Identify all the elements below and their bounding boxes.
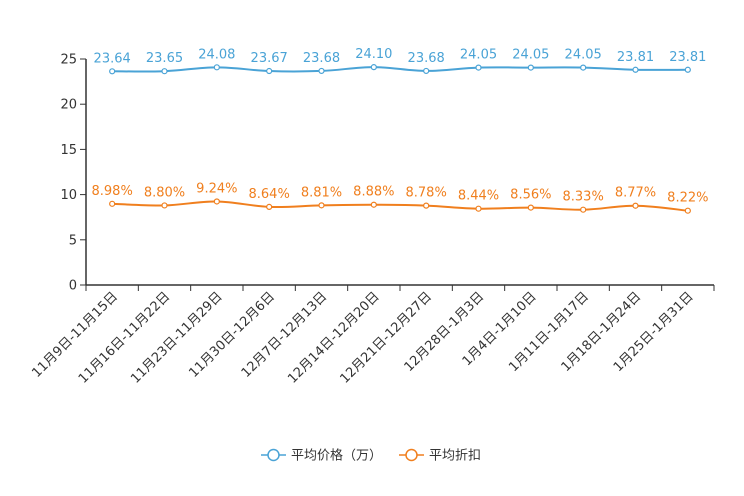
data-point[interactable] (684, 66, 691, 73)
data-label: 8.64% (249, 187, 290, 202)
y-tick-label: 25 (60, 53, 77, 68)
axes: 0 5 10 15 20 25 11月9日-11月15日11月16日-11月22日11月23… (29, 53, 715, 387)
data-label: 8.22% (667, 191, 708, 206)
data-point[interactable] (161, 68, 168, 75)
data-point[interactable] (109, 68, 116, 75)
data-point[interactable] (684, 207, 691, 214)
y-tick-label: 5 (69, 233, 77, 248)
data-point[interactable] (266, 67, 273, 75)
data-point[interactable] (527, 64, 534, 71)
data-point[interactable] (527, 204, 534, 211)
y-tick-label: 10 (60, 188, 77, 203)
data-point[interactable] (213, 198, 220, 205)
data-point[interactable] (632, 202, 639, 209)
data-label: 23.67 (251, 51, 288, 66)
data-point[interactable] (161, 202, 168, 209)
data-point[interactable] (370, 64, 377, 71)
data-label: 8.80% (144, 185, 185, 200)
series-avg-price: 23.64 23.65 24.08 23.67 23.68 24.10 23.68 24.05… (94, 47, 706, 75)
x-tick-label: 11月9日-11月15日 (29, 289, 121, 381)
data-label: 8.78% (406, 186, 447, 201)
data-label: 23.64 (94, 51, 131, 66)
data-point[interactable] (423, 67, 430, 75)
data-label: 8.81% (301, 185, 342, 200)
data-point[interactable] (423, 202, 430, 209)
data-label: 23.68 (303, 51, 340, 66)
data-point[interactable] (213, 64, 220, 71)
data-label: 23.68 (408, 51, 445, 66)
data-label: 8.98% (92, 184, 133, 199)
series-avg-discount: 8.98% 8.80% 9.24% 8.64% 8.81% 8.88% 8.78% 8.44%… (92, 181, 708, 214)
data-label: 24.08 (198, 47, 235, 62)
data-label: 8.44% (458, 189, 499, 204)
y-tick-label: 15 (60, 143, 77, 158)
data-label: 24.05 (565, 48, 602, 63)
y-tick-label: 20 (60, 98, 77, 113)
series-line (112, 66, 688, 73)
x-tick-label: 11月16日-11月22日 (76, 289, 173, 386)
data-label: 23.65 (146, 51, 183, 66)
data-point[interactable] (632, 66, 639, 73)
data-label: 24.05 (512, 48, 549, 63)
data-label: 23.81 (617, 50, 654, 65)
data-label: 9.24% (196, 181, 237, 196)
data-point[interactable] (475, 64, 482, 71)
series-line (112, 200, 688, 212)
legend[interactable]: 平均价格（万） 平均折扣 (261, 448, 481, 464)
x-tick-label: 12月14日-12月20日 (285, 289, 382, 386)
y-tick-label: 0 (69, 279, 77, 294)
legend-label: 平均折扣 (429, 449, 481, 464)
x-tick-label: 12月21日-12月27日 (338, 289, 435, 386)
data-point[interactable] (318, 67, 325, 75)
legend-marker-icon (267, 448, 280, 462)
data-label: 8.33% (563, 190, 604, 205)
data-label: 24.05 (460, 48, 497, 63)
data-label: 8.56% (510, 188, 551, 203)
legend-item-avg-price[interactable]: 平均价格（万） (261, 448, 382, 464)
series-layer: 23.64 23.65 24.08 23.67 23.68 24.10 23.68 24.05… (92, 47, 708, 214)
data-point[interactable] (109, 200, 116, 207)
data-point[interactable] (318, 202, 325, 209)
legend-item-avg-discount[interactable]: 平均折扣 (399, 449, 481, 464)
legend-label: 平均价格（万） (291, 448, 382, 464)
data-point[interactable] (266, 203, 273, 210)
legend-marker-icon (405, 448, 418, 462)
data-point[interactable] (580, 206, 587, 213)
data-label: 8.88% (353, 185, 394, 200)
x-tick-label: 11月23日-11月29日 (128, 289, 225, 386)
data-point[interactable] (370, 201, 377, 208)
data-label: 24.10 (355, 47, 392, 62)
data-label: 23.81 (669, 50, 706, 65)
data-point[interactable] (475, 205, 482, 212)
data-point[interactable] (580, 64, 587, 71)
data-label: 8.77% (615, 186, 656, 201)
